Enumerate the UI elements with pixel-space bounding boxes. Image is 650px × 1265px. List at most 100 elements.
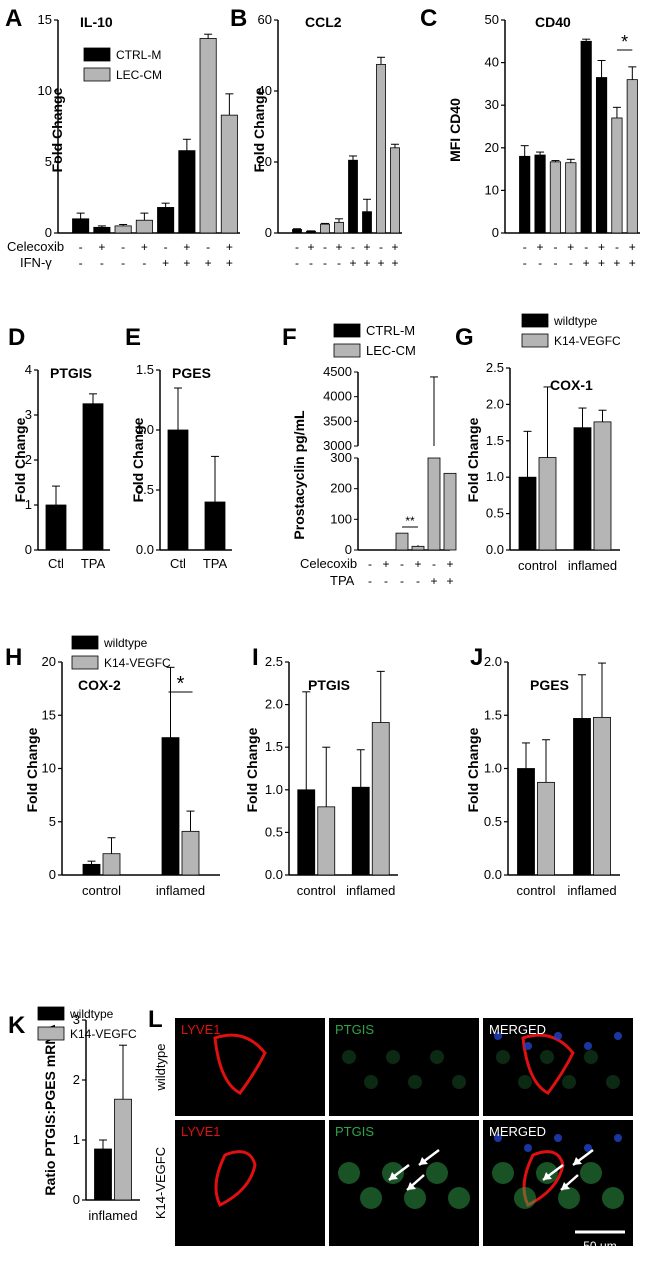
y-tick-label-D: 4 xyxy=(25,362,32,377)
y-tick-label-J: 0.0 xyxy=(484,867,502,882)
legend-label-F: LEC-CM xyxy=(366,343,416,358)
y-tick-label-I: 2.5 xyxy=(265,654,283,669)
bar-I xyxy=(317,806,336,876)
bar-G xyxy=(518,476,537,551)
arrow-head xyxy=(407,1182,416,1190)
y-tick-label-E: 1.0 xyxy=(136,422,154,437)
bar-F xyxy=(427,457,441,551)
panel-letter-B: B xyxy=(230,5,247,32)
celecoxib-sign-B: - xyxy=(379,240,383,254)
ifn-sign-A: + xyxy=(162,256,169,270)
y-tick-label-J: 0.5 xyxy=(484,814,502,829)
legend-swatch-A xyxy=(83,67,111,82)
ptgis-signal xyxy=(452,1075,466,1089)
bar-A xyxy=(72,218,90,234)
bar-A xyxy=(157,207,175,234)
ptgis-signal xyxy=(518,1075,532,1089)
bar-F xyxy=(411,545,425,551)
celecoxib-sign-F: - xyxy=(432,557,436,571)
y-tick-label-B: 40 xyxy=(258,83,272,98)
y-tick-label-F: 3500 xyxy=(323,413,352,428)
bar-B xyxy=(320,223,330,234)
y-tick-label-K: 2 xyxy=(73,1072,80,1087)
chart-title-I: PTGIS xyxy=(308,677,350,693)
ifn-sign-C: + xyxy=(598,256,605,270)
celecoxib-sign-C: + xyxy=(598,240,605,254)
ptgis-signal xyxy=(386,1050,400,1064)
panel-letter-F: F xyxy=(282,324,297,351)
y-tick-label-G: 2.0 xyxy=(486,396,504,411)
y-tick-label-I: 1.0 xyxy=(265,782,283,797)
ifn-sign-C: + xyxy=(613,256,620,270)
celecoxib-sign-B: + xyxy=(391,240,398,254)
column-label-L: LYVE1 xyxy=(181,1022,221,1037)
category-label-E: Ctl xyxy=(170,556,186,571)
y-tick-label-F: 300 xyxy=(330,450,352,465)
y-axis-label-K: Ratio PTGIS:PGES mRNA xyxy=(42,1024,58,1195)
bar-K xyxy=(94,1148,112,1201)
ptgis-signal xyxy=(342,1050,356,1064)
ptgis-signal xyxy=(426,1162,448,1184)
ptgis-signal xyxy=(492,1162,514,1184)
tpa-sign-F: - xyxy=(400,574,404,588)
y-tick-label-H: 20 xyxy=(42,654,56,669)
bar-J xyxy=(517,768,535,876)
chart-title-J: PGES xyxy=(530,677,569,693)
y-tick-label-G: 0.5 xyxy=(486,506,504,521)
y-tick-label-F: 100 xyxy=(330,511,352,526)
y-axis-label-F: Prostacyclin pg/mL xyxy=(291,410,307,540)
bar-C xyxy=(565,162,577,234)
legend-label-H: wildtype xyxy=(103,636,148,650)
legend-swatch-K xyxy=(37,1026,65,1041)
panel-letter-E: E xyxy=(125,324,141,351)
y-axis-label-G: Fold Change xyxy=(465,417,481,502)
category-label-G: control xyxy=(518,558,557,573)
micrograph-tile xyxy=(175,1018,325,1116)
ifn-sign-A: + xyxy=(205,256,212,270)
panel-letter-A: A xyxy=(5,5,22,32)
bar-I xyxy=(351,786,370,876)
ifn-sign-B: - xyxy=(309,256,313,270)
y-tick-label-D: 1 xyxy=(25,497,32,512)
lyve1-vessel xyxy=(214,1150,257,1208)
bar-H xyxy=(161,737,180,876)
lyve1-vessel xyxy=(213,1033,267,1095)
bar-E xyxy=(167,429,189,551)
legend-swatch-F xyxy=(333,343,361,358)
bar-A xyxy=(178,150,196,234)
ptgis-signal xyxy=(430,1050,444,1064)
ptgis-signal xyxy=(536,1162,558,1184)
bar-A xyxy=(199,38,217,234)
ifn-sign-C: + xyxy=(583,256,590,270)
ptgis-signal xyxy=(558,1187,580,1209)
bar-B xyxy=(348,159,358,234)
bar-C xyxy=(534,154,546,234)
ifn-sign-C: - xyxy=(569,256,573,270)
y-tick-label-I: 1.5 xyxy=(265,739,283,754)
bar-B xyxy=(362,211,372,234)
bar-A xyxy=(93,226,111,234)
ifn-sign-A: - xyxy=(142,256,146,270)
legend-label-K: wildtype xyxy=(69,1007,114,1021)
ifn-sign-B: + xyxy=(391,256,398,270)
ptgis-signal xyxy=(562,1075,576,1089)
y-tick-label-C: 40 xyxy=(485,55,499,70)
tpa-sign-F: - xyxy=(384,574,388,588)
legend-swatch-H xyxy=(71,635,99,650)
bar-J xyxy=(593,716,611,876)
celecoxib-sign-C: - xyxy=(615,240,619,254)
y-axis-label-B: Fold Change xyxy=(251,87,267,172)
y-tick-label-F: 3000 xyxy=(323,438,352,453)
micrograph-tile xyxy=(329,1120,479,1246)
celecoxib-sign-C: + xyxy=(629,240,636,254)
chart-title-H: COX-2 xyxy=(78,677,121,693)
tpa-sign-F: - xyxy=(416,574,420,588)
significance-star-C: * xyxy=(621,32,628,52)
celecoxib-sign-B: - xyxy=(295,240,299,254)
y-tick-label-K: 1 xyxy=(73,1132,80,1147)
ptgis-signal xyxy=(514,1187,536,1209)
celecoxib-sign-B: + xyxy=(363,240,370,254)
chart-title-D: PTGIS xyxy=(50,365,92,381)
chart-title-G: COX-1 xyxy=(550,377,593,393)
y-tick-label-K: 3 xyxy=(73,1012,80,1027)
